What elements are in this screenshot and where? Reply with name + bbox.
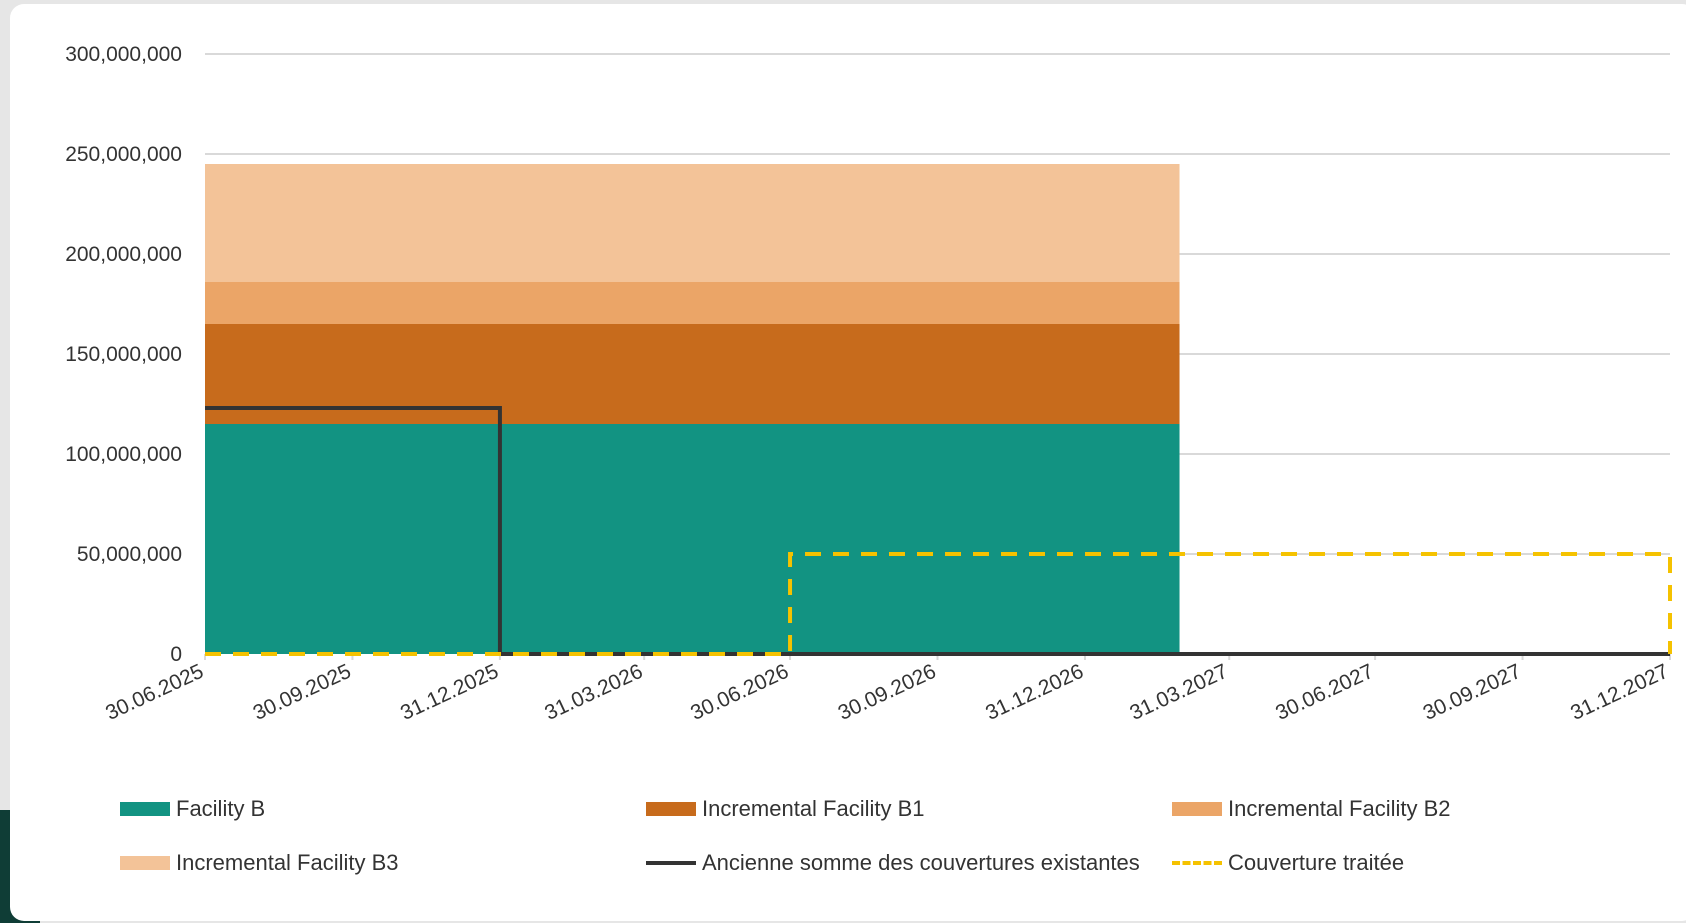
y-tick-label: 300,000,000 [65, 43, 182, 66]
x-tick-label: 30.06.2027 [1272, 660, 1377, 725]
x-tick-label: 30.09.2026 [835, 660, 940, 725]
legend-label-couverture: Couverture traitée [1228, 850, 1405, 875]
legend-label-b3: Incremental Facility B3 [176, 850, 399, 875]
legend-swatch-b1 [646, 802, 696, 816]
legend-item-facility-b: Facility B [120, 794, 265, 824]
series-ancienne-somme [205, 406, 1670, 656]
legend-item-b2: Incremental Facility B2 [1172, 794, 1451, 824]
chart-legend: Facility B Incremental Facility B1 Incre… [120, 794, 1560, 904]
legend-label-ancienne: Ancienne somme des couvertures existante… [702, 850, 1140, 875]
y-tick-label: 0 [170, 643, 182, 666]
x-tick-label: 31.12.2027 [1567, 660, 1672, 725]
legend-label-b2: Incremental Facility B2 [1228, 796, 1451, 821]
legend-swatch-b3 [120, 856, 170, 870]
y-tick-label: 200,000,000 [65, 243, 182, 266]
x-tick-label: 30.06.2026 [687, 660, 792, 725]
area-facility-b [205, 424, 1180, 654]
x-tick-label: 31.12.2025 [397, 660, 502, 725]
legend-item-b1: Incremental Facility B1 [646, 794, 925, 824]
area-incremental-facility-b2 [205, 282, 1180, 324]
x-tick-label: 30.06.2025 [102, 660, 207, 725]
chart-svg: 300,000,000 250,000,000 200,000,000 150,000… [65, 43, 1672, 725]
x-tick-label: 31.03.2027 [1126, 660, 1231, 725]
x-tick-label: 31.03.2026 [541, 660, 646, 725]
x-tick-label: 30.09.2027 [1420, 660, 1525, 725]
y-tick-label: 100,000,000 [65, 443, 182, 466]
chart-card: 300,000,000 250,000,000 200,000,000 150,000… [10, 4, 1686, 921]
legend-item-ancienne: Ancienne somme des couvertures existante… [646, 848, 1140, 878]
area-incremental-facility-b3 [205, 164, 1180, 282]
legend-item-b3: Incremental Facility B3 [120, 848, 399, 878]
legend-label-b1: Incremental Facility B1 [702, 796, 925, 821]
legend-swatch-b2 [1172, 802, 1222, 816]
x-tick-label: 31.12.2026 [982, 660, 1087, 725]
legend-item-couverture: Couverture traitée [1172, 848, 1404, 878]
y-tick-label: 250,000,000 [65, 143, 182, 166]
legend-swatch-facility-b [120, 802, 170, 816]
y-tick-label: 150,000,000 [65, 343, 182, 366]
legend-label-facility-b: Facility B [176, 796, 266, 821]
legend-swatch-ancienne [646, 861, 696, 865]
y-tick-label: 50,000,000 [77, 543, 182, 566]
legend-swatch-couverture [1172, 861, 1222, 865]
series-couverture-traitee [205, 552, 1672, 656]
x-tick-label: 30.09.2025 [250, 660, 355, 725]
